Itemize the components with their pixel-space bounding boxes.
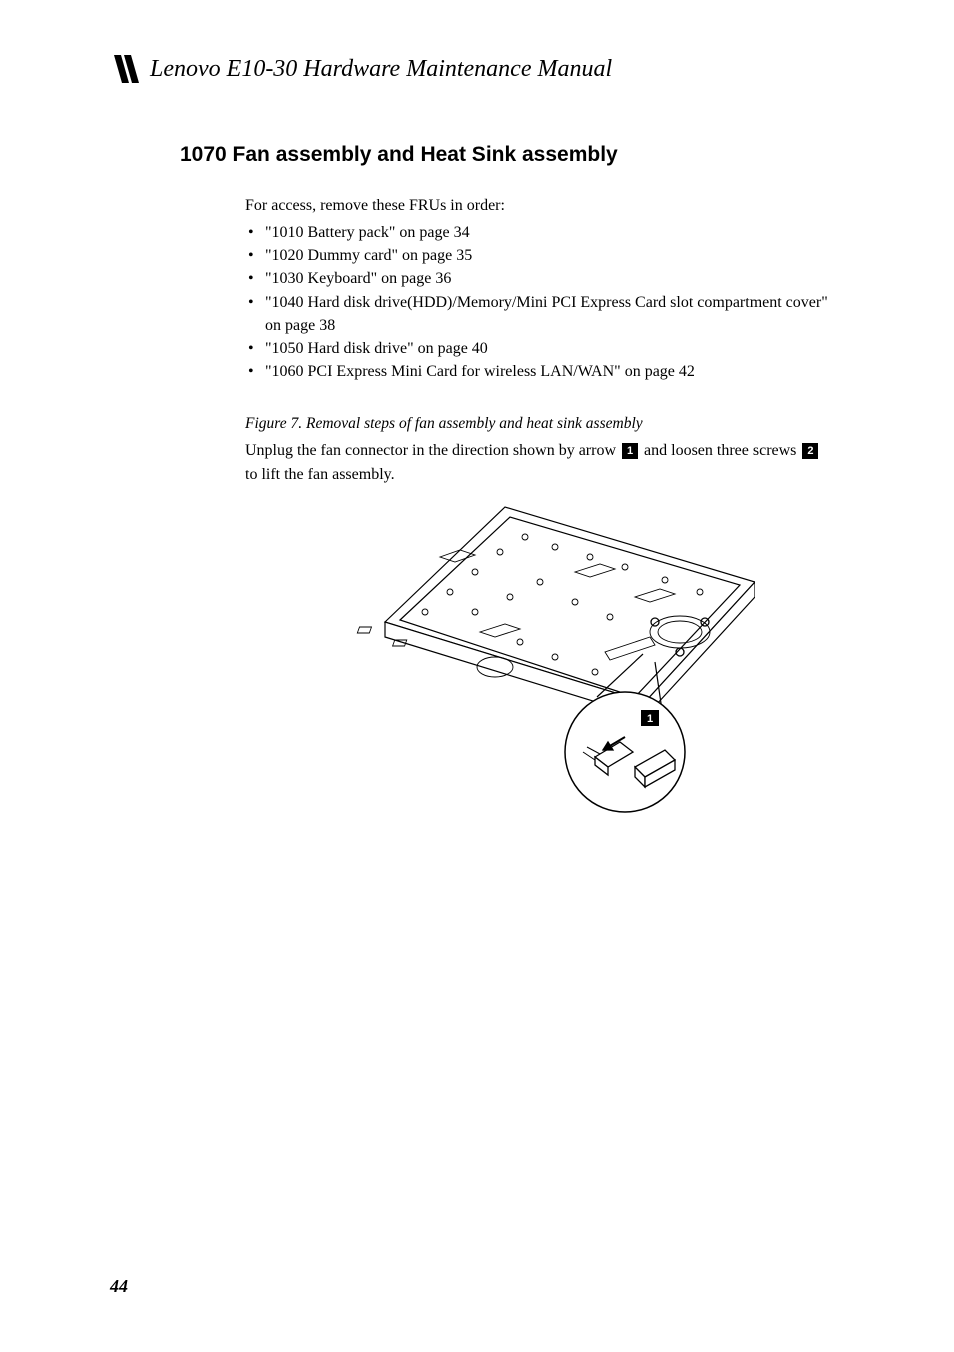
instruction-part2: and loosen three screws: [640, 442, 800, 459]
diagram-callout-1: 1: [646, 713, 652, 725]
fru-list: "1010 Battery pack" on page 34 "1020 Dum…: [245, 221, 834, 383]
list-item: "1030 Keyboard" on page 36: [245, 267, 834, 290]
laptop-diagram: 1: [325, 502, 755, 822]
intro-text: For access, remove these FRUs in order:: [245, 197, 834, 215]
content-area: For access, remove these FRUs in order: …: [245, 197, 834, 827]
list-item: "1060 PCI Express Mini Card for wireless…: [245, 360, 834, 383]
figure-caption: Figure 7. Removal steps of fan assembly …: [245, 415, 834, 433]
brand-stripes-icon: [110, 55, 140, 83]
page-number: 44: [110, 1276, 128, 1297]
list-item: "1020 Dummy card" on page 35: [245, 244, 834, 267]
page-container: Lenovo E10-30 Hardware Maintenance Manua…: [0, 0, 954, 1352]
instruction-text: Unplug the fan connector in the directio…: [245, 439, 834, 487]
callout-1: 1: [622, 443, 638, 459]
section-heading: 1070 Fan assembly and Heat Sink assembly: [180, 143, 844, 167]
instruction-part1: Unplug the fan connector in the directio…: [245, 442, 620, 459]
list-item: "1050 Hard disk drive" on page 40: [245, 337, 834, 360]
callout-2: 2: [802, 443, 818, 459]
header-title: Lenovo E10-30 Hardware Maintenance Manua…: [150, 56, 612, 83]
list-item: "1010 Battery pack" on page 34: [245, 221, 834, 244]
list-item: "1040 Hard disk drive(HDD)/Memory/Mini P…: [245, 291, 834, 337]
diagram-container: 1: [245, 502, 834, 827]
instruction-part3: to lift the fan assembly.: [245, 466, 395, 483]
page-header: Lenovo E10-30 Hardware Maintenance Manua…: [110, 55, 844, 83]
